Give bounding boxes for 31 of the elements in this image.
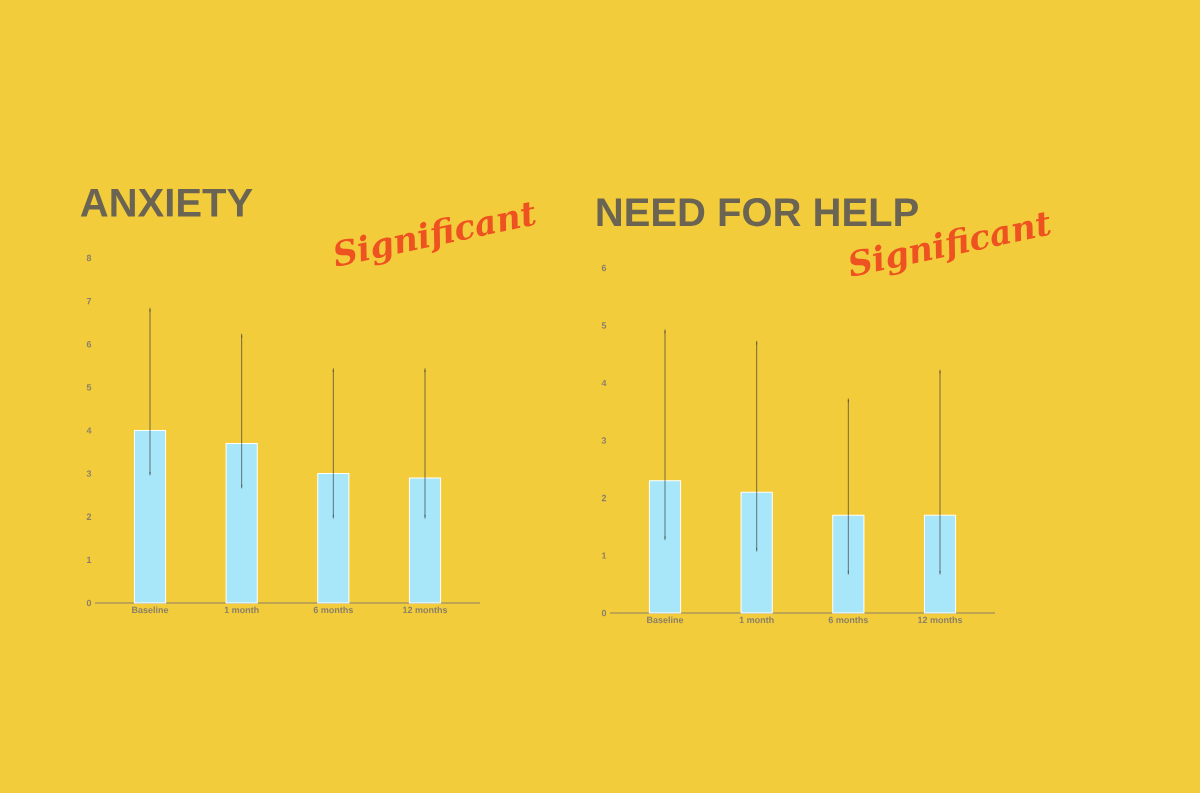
- chart-title: ANXIETY: [80, 188, 253, 217]
- bar: [225, 442, 258, 604]
- y-tick-label: 1: [602, 552, 607, 559]
- y-tick-label: 4: [601, 379, 607, 387]
- y-tick-label: 2: [601, 494, 607, 502]
- y-tick-label: 1: [87, 556, 92, 563]
- bar: [133, 430, 167, 604]
- y-tick-label: 8: [86, 254, 92, 262]
- y-tick-label: 6: [86, 341, 92, 348]
- x-tick-label: 12 months: [403, 606, 448, 614]
- bar: [408, 477, 442, 604]
- x-tick-label: Baseline: [647, 616, 684, 624]
- x-tick-label: Baseline: [132, 606, 169, 614]
- bar: [317, 473, 350, 604]
- x-tick-label: 6 months: [313, 606, 353, 614]
- bar: [648, 480, 682, 614]
- x-tick-label: 12 months: [918, 616, 963, 624]
- x-tick-label: 1 month: [739, 616, 774, 624]
- y-tick-label: 6: [601, 264, 607, 272]
- x-tick-label: 1 month: [224, 606, 259, 614]
- y-tick-label: 3: [86, 470, 92, 477]
- y-tick-label: 5: [601, 322, 607, 329]
- x-tick-label: 6 months: [828, 616, 868, 624]
- y-tick-label: 0: [601, 609, 607, 617]
- bar: [740, 491, 773, 614]
- y-tick-label: 5: [86, 384, 92, 391]
- y-tick-label: 7: [86, 298, 92, 305]
- y-tick-label: 4: [86, 427, 92, 434]
- y-tick-label: 3: [601, 437, 607, 444]
- y-tick-label: 2: [86, 513, 92, 520]
- y-tick-label: 0: [86, 599, 92, 607]
